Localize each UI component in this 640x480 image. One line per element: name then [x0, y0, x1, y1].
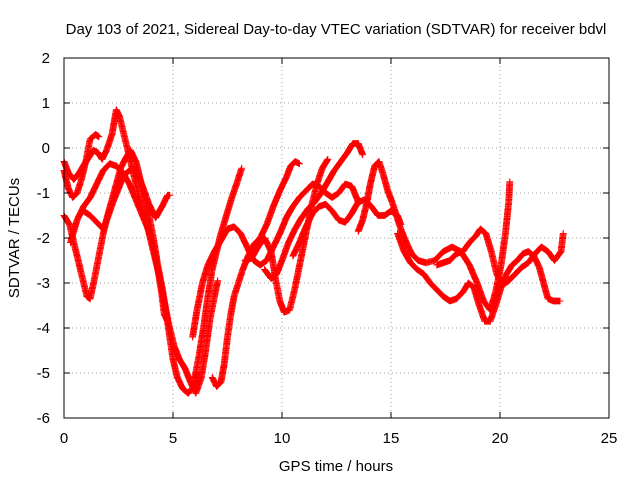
chart-title: Day 103 of 2021, Sidereal Day-to-day VTE…: [66, 21, 607, 38]
series-markers: [433, 225, 567, 289]
y-tick-label: 2: [42, 50, 50, 67]
y-tick-label: -1: [37, 185, 50, 202]
x-tick-label: 0: [60, 430, 68, 447]
data-series: [60, 106, 567, 397]
series-track: [261, 139, 367, 283]
series-markers: [261, 139, 367, 283]
x-axis-label: GPS time / hours: [279, 458, 393, 475]
x-tick-label: 5: [169, 430, 177, 447]
series-track: [393, 229, 564, 325]
x-tick-label: 25: [601, 430, 618, 447]
y-tick-label: -4: [37, 320, 50, 337]
x-tick-label: 10: [274, 430, 291, 447]
x-tick-label: 20: [492, 430, 509, 447]
y-tick-label: 0: [42, 140, 50, 157]
y-tick-label: -5: [37, 365, 50, 382]
y-tick-label: -6: [37, 410, 50, 427]
series-markers: [393, 229, 564, 325]
gridlines: [64, 58, 609, 418]
y-tick-label: 1: [42, 95, 50, 112]
y-tick-label: -3: [37, 275, 50, 292]
series-track: [191, 164, 246, 382]
series-markers: [66, 160, 172, 325]
x-tick-label: 15: [383, 430, 400, 447]
y-tick-label: -2: [37, 230, 50, 247]
series-track: [433, 225, 567, 289]
axis-ticks: 0 5 10 15 20 25 -6 -5 -4 -3 -2 -1 0 1 2: [37, 50, 618, 447]
series-track: [289, 196, 405, 260]
series-markers: [191, 164, 246, 382]
y-axis-label: SDTVAR / TECUs: [6, 178, 23, 298]
series-track: [66, 160, 172, 325]
series-markers: [289, 196, 405, 260]
